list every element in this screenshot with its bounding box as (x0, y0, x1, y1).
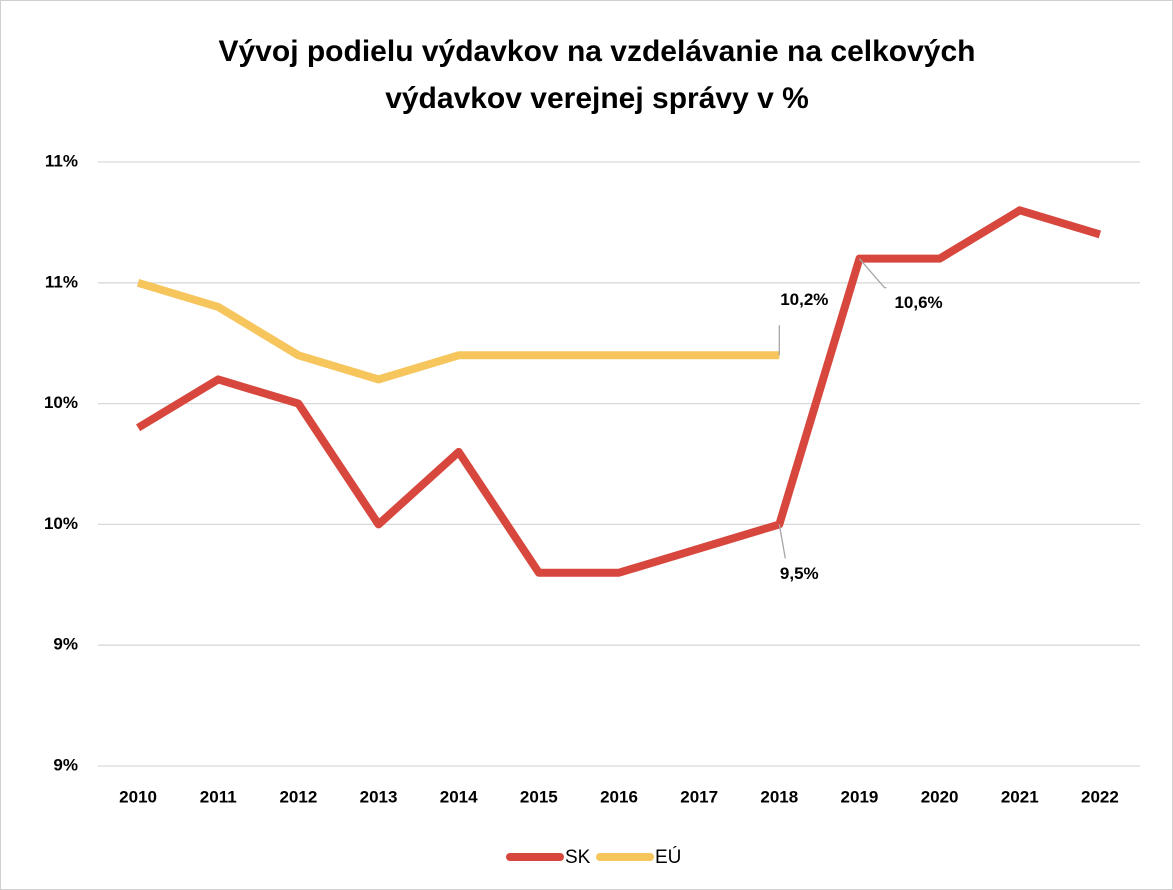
y-tick-label: 9% (53, 755, 78, 774)
x-tick-label: 2019 (841, 787, 879, 806)
line-series (136, 206, 1102, 577)
legend-label: EÚ (655, 846, 681, 868)
y-tick-label: 10% (44, 393, 78, 412)
y-tick-label: 10% (44, 514, 78, 533)
chart-title: Vývoj podielu výdavkov na vzdelávanie na… (218, 35, 976, 115)
y-tick-label: 11% (45, 151, 78, 170)
x-tick-label: 2015 (520, 787, 558, 806)
x-tick-label: 2017 (680, 787, 718, 806)
x-tick-label: 2012 (279, 787, 317, 806)
data-label: 10,2% (780, 290, 828, 309)
x-tick-label: 2018 (760, 787, 798, 806)
data-label: 10,6% (894, 293, 942, 312)
data-label: 9,5% (780, 564, 819, 583)
x-tick-label: 2021 (1001, 787, 1039, 806)
leader-line (778, 524, 786, 559)
legend-label: SK (565, 847, 591, 868)
y-tick-label: 11% (45, 272, 78, 291)
x-tick-label: 2013 (360, 787, 398, 806)
x-tick-label: 2016 (600, 787, 638, 806)
y-tick-label: 9% (53, 635, 78, 654)
x-tick-label: 2014 (440, 787, 478, 806)
leader-line (858, 258, 887, 289)
x-tick-label: 2020 (921, 787, 959, 806)
x-tick-label: 2022 (1081, 787, 1119, 806)
x-tick-label: 2011 (200, 787, 237, 806)
line-series (136, 278, 780, 384)
x-tick-label: 2010 (119, 787, 157, 806)
